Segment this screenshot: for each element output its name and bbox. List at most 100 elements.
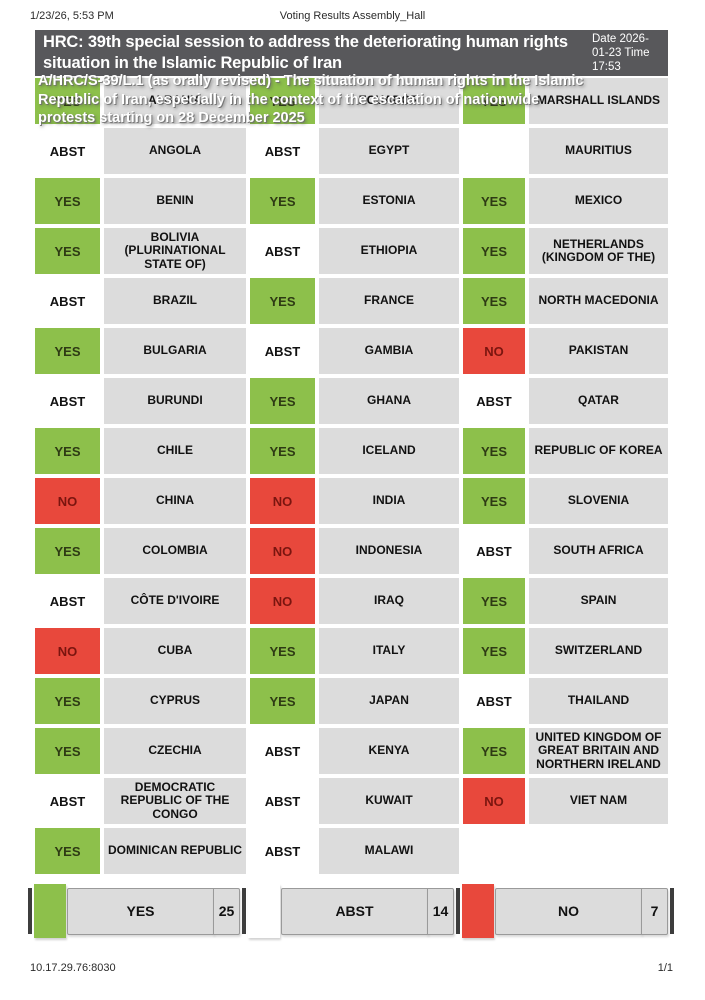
vote-cell: ABST [463,528,525,574]
vote-cell: NO [250,528,315,574]
country-cell: QATAR [529,378,668,424]
country-cell: CHINA [104,478,246,524]
country-cell: ICELAND [319,428,459,474]
country-cell: MALAWI [319,828,459,874]
country-cell: IRAQ [319,578,459,624]
country-cell: KUWAIT [319,778,459,824]
session-title: HRC: 39th special session to address the… [43,33,568,72]
country-cell: CHILE [104,428,246,474]
empty-cell [529,828,668,874]
country-cell: SOUTH AFRICA [529,528,668,574]
session-datetime: Date 2026-01-23 Time 17:53 [592,33,650,74]
country-cell: GHANA [319,378,459,424]
summary-group-no: NO 7 [460,884,668,938]
vote-cell: YES [35,228,100,274]
abst-total-label: ABST [281,887,428,935]
country-cell: CZECHIA [104,728,246,774]
vote-cell: YES [250,178,315,224]
country-cell: CYPRUS [104,678,246,724]
vote-cell: ABST [250,128,315,174]
country-cell: SLOVENIA [529,478,668,524]
vote-cell: ABST [35,578,100,624]
vote-cell: NO [250,478,315,524]
vote-cell: ABST [35,378,100,424]
country-cell: DOMINICAN REPUBLIC [104,828,246,874]
summary-divider [670,888,674,934]
vote-cell: ABST [250,778,315,824]
country-cell: MAURITIUS [529,128,668,174]
country-cell: JAPAN [319,678,459,724]
vote-cell: YES [463,578,525,624]
vote-cell [463,128,525,174]
vote-cell: YES [250,278,315,324]
country-cell: BOLIVIA (PLURINATIONAL STATE OF) [104,228,246,274]
country-cell: BURUNDI [104,378,246,424]
country-cell: REPUBLIC OF KOREA [529,428,668,474]
summary-group-yes: YES 25 [32,884,240,938]
country-cell: ALBANIA [104,78,246,124]
country-cell: SWITZERLAND [529,628,668,674]
vote-cell: YES [463,228,525,274]
no-total-label: NO [495,887,642,935]
summary-group-abst: ABST 14 [246,884,454,938]
vote-cell: YES [35,328,100,374]
vote-cell: YES [250,378,315,424]
votes-table: YES ALBANIA YES ECUADOR YES MARSHALL ISLANDS A… [35,78,668,874]
country-cell: CUBA [104,628,246,674]
vote-cell: ABST [250,228,315,274]
country-cell: NETHERLANDS (KINGDOM OF THE) [529,228,668,274]
vote-cell: YES [35,178,100,224]
vote-cell: NO [463,778,525,824]
country-cell: ANGOLA [104,128,246,174]
vote-cell: ABST [35,778,100,824]
country-cell: ECUADOR [319,78,459,124]
vote-cell: YES [463,728,525,774]
vote-cell: YES [463,478,525,524]
country-cell: SPAIN [529,578,668,624]
country-cell: MARSHALL ISLANDS [529,78,668,124]
vote-cell: YES [463,78,525,124]
vote-cell: NO [35,628,100,674]
abst-total-count: 14 [427,887,454,935]
vote-cell: ABST [35,128,100,174]
country-cell: NORTH MACEDONIA [529,278,668,324]
abst-color-swatch [248,884,280,938]
vote-cell: YES [463,628,525,674]
vote-cell: YES [463,428,525,474]
country-cell: INDIA [319,478,459,524]
page-number: 1/1 [657,962,673,974]
vote-summary-bar: YES 25 ABST 14 NO 7 [28,882,674,940]
yes-total-count: 25 [213,887,240,935]
summary-divider [28,888,32,934]
country-cell: CÔTE D'IVOIRE [104,578,246,624]
no-total-count: 7 [641,887,668,935]
country-cell: BULGARIA [104,328,246,374]
country-cell: ESTONIA [319,178,459,224]
vote-cell: YES [35,828,100,874]
vote-cell: YES [250,678,315,724]
country-cell: VIET NAM [529,778,668,824]
vote-cell: YES [35,678,100,724]
country-cell: PAKISTAN [529,328,668,374]
yes-color-swatch [34,884,66,938]
vote-cell: YES [250,628,315,674]
vote-cell: YES [35,728,100,774]
vote-cell: ABST [463,378,525,424]
country-cell: INDONESIA [319,528,459,574]
country-cell: EGYPT [319,128,459,174]
country-cell: BENIN [104,178,246,224]
vote-cell: YES [35,78,100,124]
print-document-title: Voting Results Assembly_Hall [279,10,426,22]
vote-cell: ABST [35,278,100,324]
country-cell: MEXICO [529,178,668,224]
vote-cell: YES [463,178,525,224]
vote-cell: NO [463,328,525,374]
summary-divider [242,888,246,934]
country-cell: ITALY [319,628,459,674]
country-cell: ETHIOPIA [319,228,459,274]
vote-cell: YES [250,78,315,124]
summary-divider [456,888,460,934]
country-cell: UNITED KINGDOM OF GREAT BRITAIN AND NORT… [529,728,668,774]
vote-cell: ABST [463,678,525,724]
